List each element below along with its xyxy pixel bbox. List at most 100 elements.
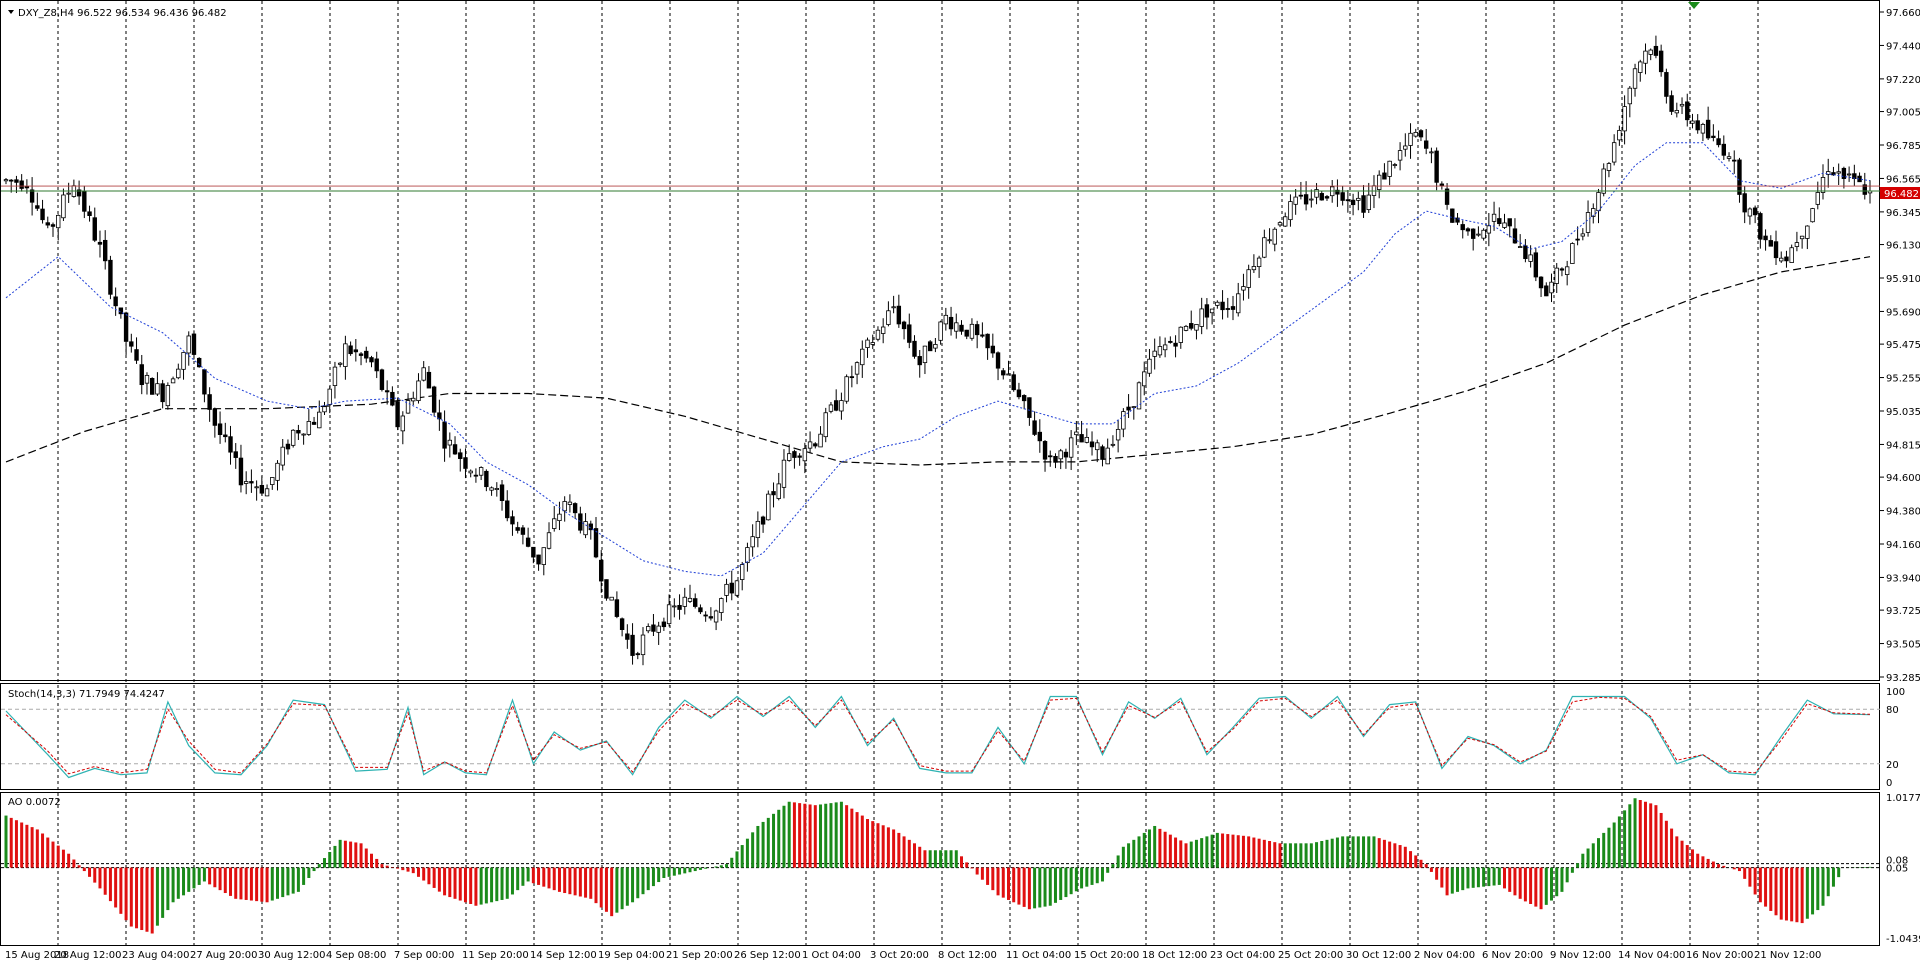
candle-body bbox=[1455, 217, 1460, 223]
price-axis: 97.660 97.440 97.220 97.005 96.785 96.565 96.3… bbox=[1880, 8, 1920, 684]
date-label: 14 Nov 04:00 bbox=[1618, 950, 1685, 961]
candle-body bbox=[1705, 119, 1711, 139]
date-label: 27 Aug 20:00 bbox=[190, 950, 257, 961]
candle-body bbox=[1136, 382, 1142, 410]
shift-marker-icon[interactable] bbox=[1688, 2, 1700, 9]
candle-body bbox=[995, 352, 1001, 369]
candle-body bbox=[734, 580, 740, 596]
candle-body bbox=[1418, 130, 1424, 138]
candle-body bbox=[760, 516, 766, 525]
candle-body bbox=[176, 368, 181, 379]
candle-body bbox=[854, 362, 860, 375]
price-tick-label: 94.600 bbox=[1886, 473, 1920, 484]
candle-body bbox=[933, 344, 938, 349]
candle-body bbox=[369, 357, 374, 363]
candle-body bbox=[1507, 218, 1512, 227]
ma-slow-line bbox=[5, 256, 1871, 466]
candle-body bbox=[1053, 455, 1058, 463]
collapse-triangle-icon[interactable] bbox=[8, 10, 14, 14]
candle-body bbox=[1376, 174, 1382, 190]
candle-body bbox=[1554, 267, 1559, 284]
candle-body bbox=[290, 429, 296, 446]
candle-body bbox=[66, 192, 71, 195]
candle-body bbox=[1799, 235, 1805, 240]
candle-body bbox=[170, 378, 176, 384]
candle-body bbox=[1679, 103, 1685, 107]
candle-body bbox=[1189, 323, 1194, 329]
candle-body bbox=[1779, 257, 1784, 262]
price-tick-label: 95.035 bbox=[1886, 407, 1920, 418]
candle-body bbox=[1256, 257, 1262, 268]
candle-body bbox=[1001, 370, 1006, 376]
date-label: 25 Oct 20:00 bbox=[1278, 950, 1343, 961]
candle-body bbox=[228, 436, 233, 453]
ao-tick-label: 0.05 bbox=[1886, 864, 1908, 875]
candle-body bbox=[1773, 241, 1779, 259]
candle-body bbox=[1486, 225, 1492, 234]
price-tick-label: 97.220 bbox=[1886, 75, 1920, 86]
candle-body bbox=[3, 179, 9, 182]
candle-body bbox=[687, 597, 693, 602]
slow-moving-average bbox=[5, 256, 1871, 466]
candle-body bbox=[546, 532, 552, 549]
candle-body bbox=[974, 324, 980, 336]
candle-body bbox=[123, 312, 129, 342]
candle-body bbox=[1716, 138, 1721, 146]
candle-body bbox=[322, 406, 327, 413]
candle-body bbox=[238, 457, 244, 486]
candle-body bbox=[45, 222, 50, 226]
candle-body bbox=[1789, 247, 1794, 263]
candle-body bbox=[1585, 212, 1591, 233]
candle-body bbox=[943, 314, 949, 325]
candle-body bbox=[1215, 301, 1220, 306]
candle-body bbox=[452, 444, 458, 455]
candle-body bbox=[1403, 145, 1408, 150]
ao-axis: 1.0177 0.080.05 -1.0439 bbox=[1886, 793, 1920, 945]
candle-body bbox=[358, 353, 364, 356]
candle-body bbox=[1115, 428, 1121, 441]
candle-body bbox=[1820, 176, 1826, 193]
candle-body bbox=[1648, 49, 1653, 55]
candle-body bbox=[1288, 201, 1293, 221]
candle-body bbox=[1601, 168, 1606, 194]
candle-body bbox=[29, 189, 35, 203]
candle-body bbox=[1319, 193, 1324, 201]
candle-body bbox=[1491, 213, 1497, 222]
candle-body bbox=[332, 366, 338, 386]
candle-body bbox=[473, 474, 479, 477]
candle-body bbox=[343, 343, 348, 367]
candle-body bbox=[1157, 346, 1163, 356]
candle-body bbox=[1032, 420, 1037, 435]
candle-body bbox=[76, 189, 82, 197]
candlestick-series bbox=[3, 35, 1873, 666]
date-label: 15 Aug 2018 bbox=[5, 950, 69, 961]
candle-body bbox=[134, 349, 139, 361]
candle-body bbox=[139, 364, 144, 386]
candle-body bbox=[1732, 159, 1737, 162]
candle-body bbox=[259, 484, 265, 494]
candle-body bbox=[557, 513, 562, 522]
candle-body bbox=[927, 341, 933, 352]
candle-body bbox=[1622, 106, 1627, 132]
candle-body bbox=[87, 211, 92, 216]
candle-body bbox=[901, 321, 907, 330]
candle-body bbox=[1444, 188, 1450, 205]
candle-body bbox=[264, 488, 270, 497]
date-label: 3 Oct 20:00 bbox=[870, 950, 929, 961]
candle-body bbox=[14, 179, 19, 183]
candle-body bbox=[155, 383, 160, 395]
candle-body bbox=[1690, 120, 1695, 124]
candle-body bbox=[364, 350, 369, 359]
candle-body bbox=[1272, 228, 1277, 245]
candle-body bbox=[1512, 228, 1518, 244]
stochastic-panel[interactable] bbox=[0, 683, 1880, 790]
candle-body bbox=[275, 462, 280, 481]
candle-body bbox=[1063, 451, 1069, 458]
ao-histogram bbox=[1, 798, 1880, 934]
date-label: 1 Oct 04:00 bbox=[802, 950, 861, 961]
candle-body bbox=[1591, 208, 1596, 217]
candle-body bbox=[980, 334, 985, 337]
ao-tick-label: 1.0177 bbox=[1886, 793, 1920, 804]
candle-body bbox=[1627, 87, 1633, 105]
